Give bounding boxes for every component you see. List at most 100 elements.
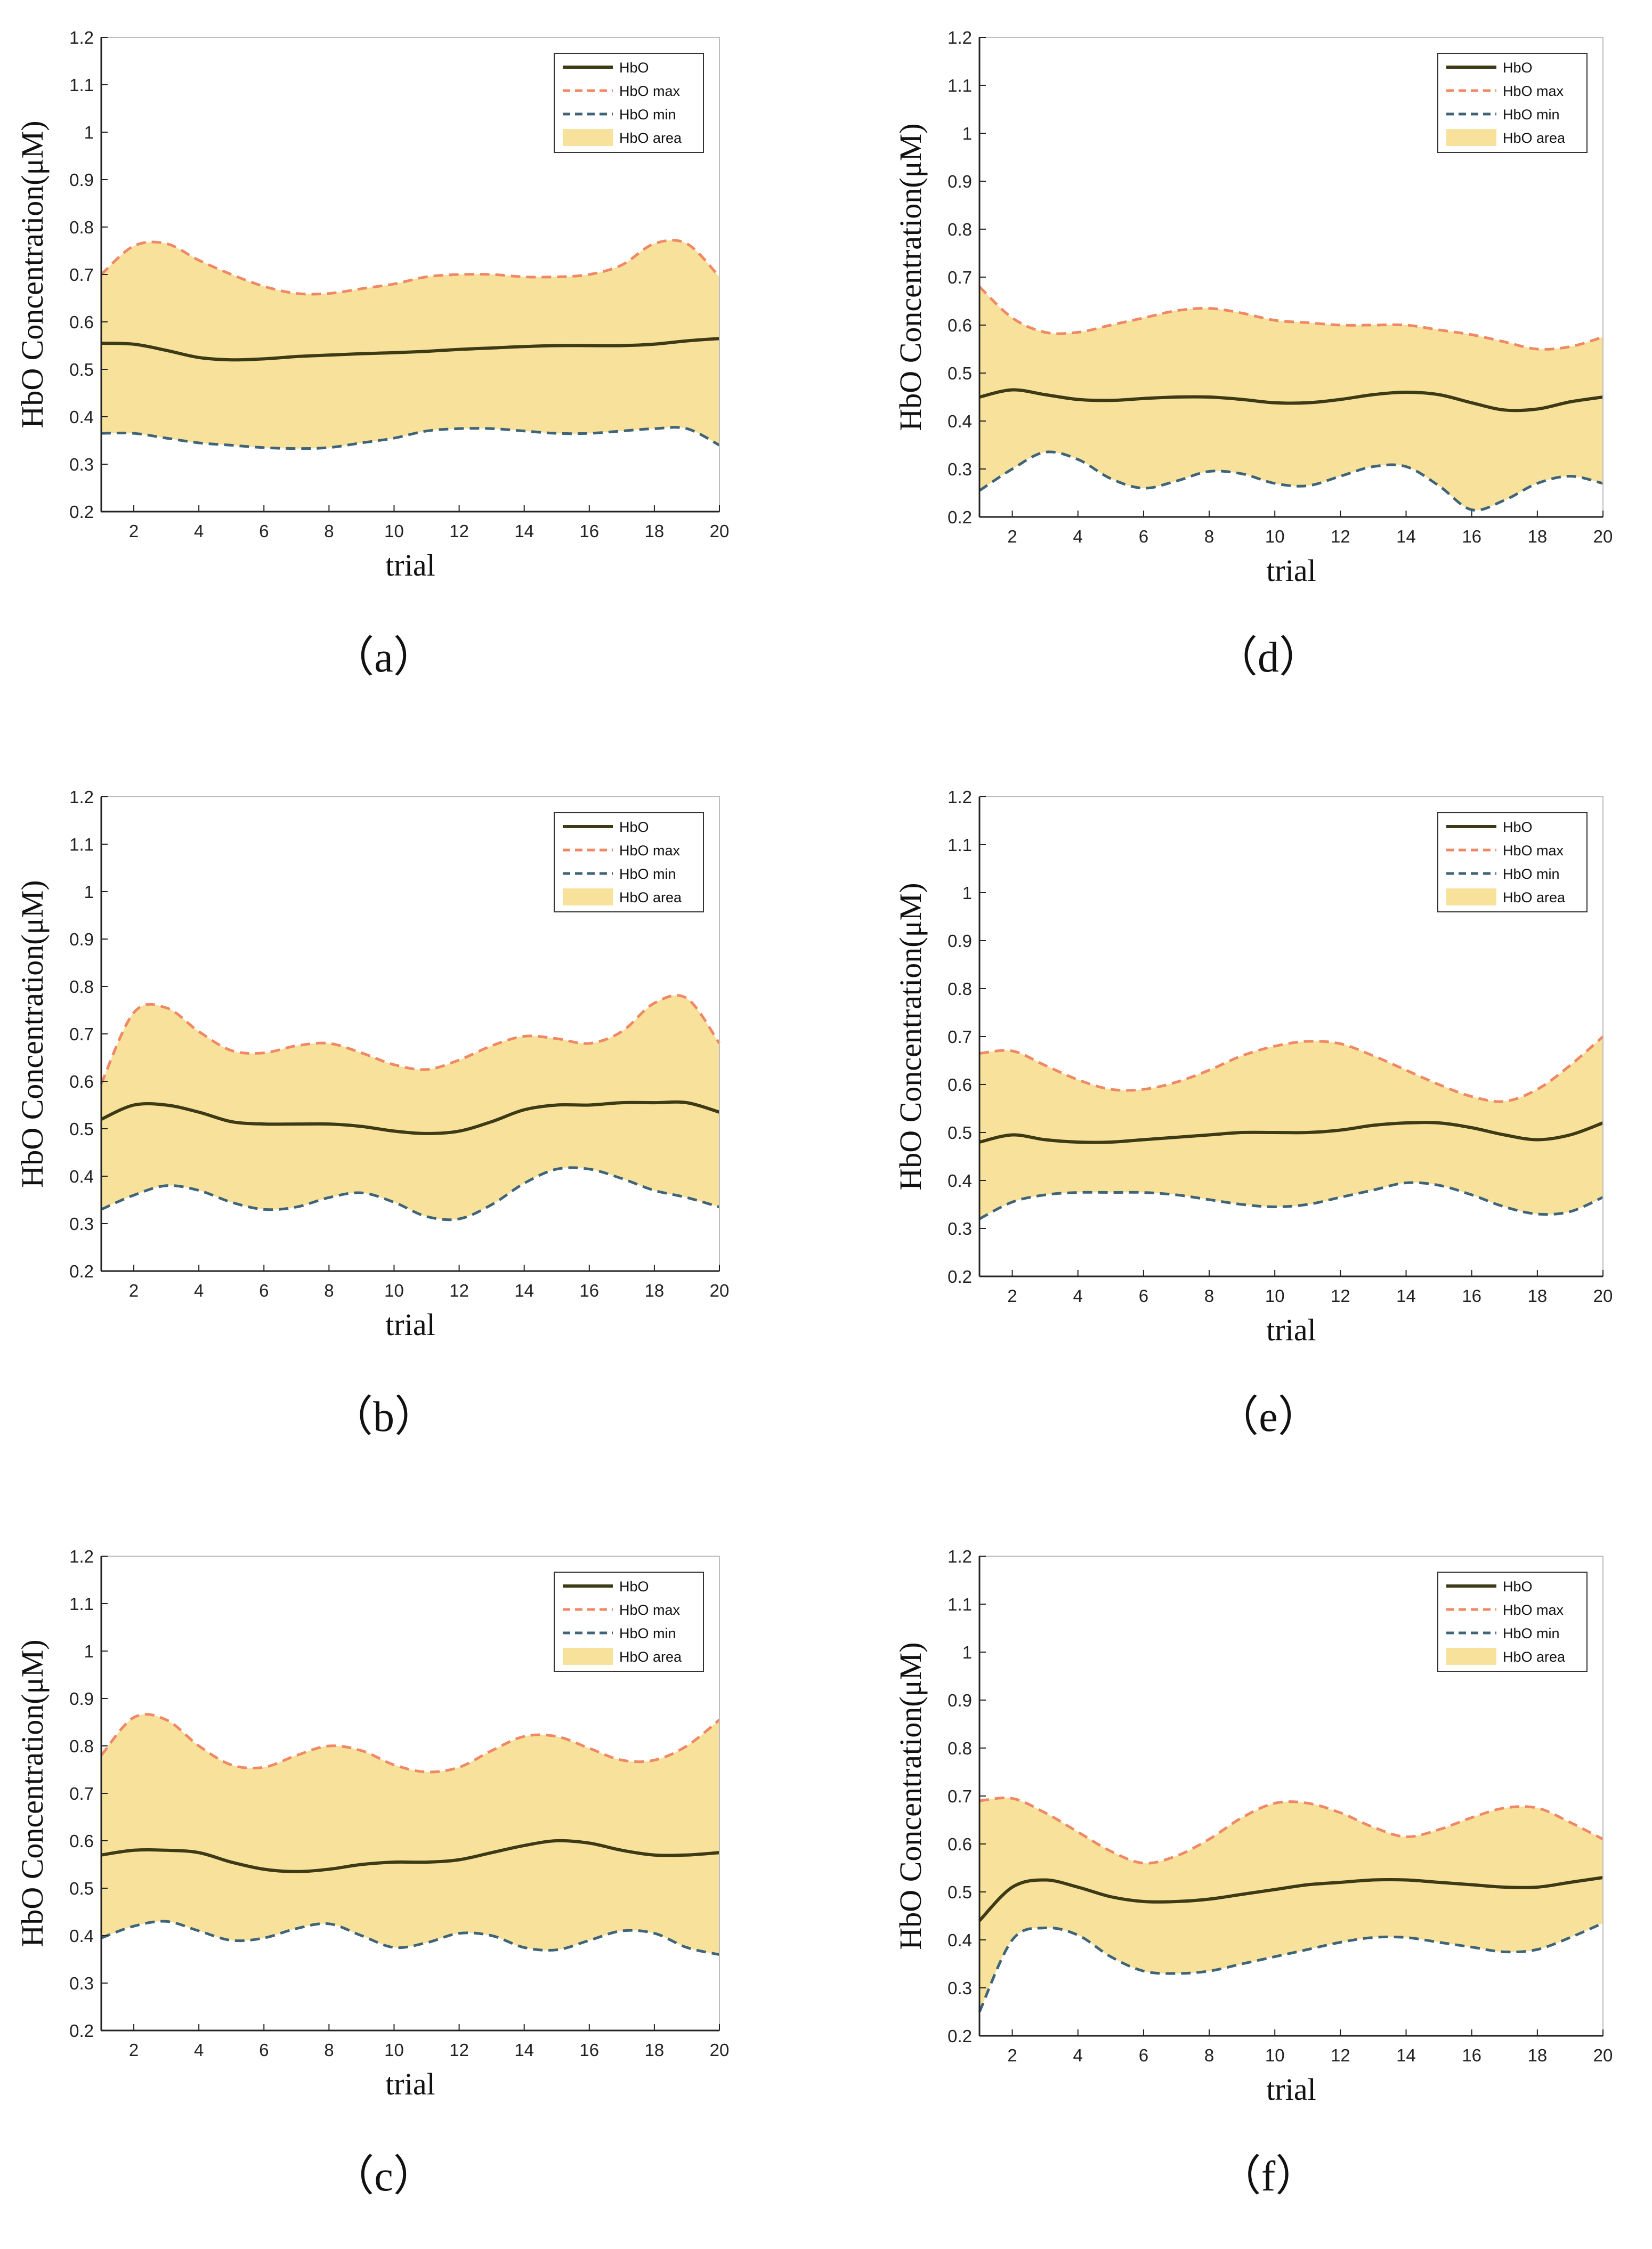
x-tick-label: 14 bbox=[1396, 2045, 1416, 2065]
x-tick-label: 10 bbox=[384, 521, 404, 541]
x-axis-label: trial bbox=[1266, 2072, 1316, 2107]
y-tick-label: 1 bbox=[962, 883, 972, 903]
subfigure-label: （b） bbox=[330, 1394, 437, 1441]
x-tick-label: 20 bbox=[710, 521, 730, 541]
series-line-hbo-max bbox=[978, 286, 1604, 351]
x-tick-label: 10 bbox=[1265, 527, 1285, 546]
y-tick-label: 0.5 bbox=[948, 363, 972, 383]
series-line-hbo-min bbox=[101, 1920, 720, 1956]
y-tick-label: 0.5 bbox=[69, 1879, 94, 1898]
y-tick-label: 0.6 bbox=[69, 1072, 94, 1091]
y-axis-label: HbO Concentration(μM) bbox=[15, 120, 50, 428]
y-axis-label: HbO Concentration(μM) bbox=[15, 880, 50, 1187]
y-tick-label: 0.7 bbox=[69, 265, 94, 285]
y-tick-label: 0.3 bbox=[69, 1973, 94, 1993]
legend-box bbox=[1437, 53, 1588, 153]
hbo-area-band bbox=[979, 1798, 1603, 2012]
x-tick-label: 8 bbox=[1204, 2045, 1214, 2065]
legend-entry: HbO area bbox=[1503, 130, 1566, 146]
series-line-hbo bbox=[101, 337, 720, 362]
series-line-hbo-min bbox=[978, 1922, 1604, 2013]
y-tick-label: 0.4 bbox=[69, 407, 94, 427]
y-tick-label: 1.2 bbox=[948, 787, 972, 807]
x-tick-label: 16 bbox=[1462, 2045, 1481, 2065]
x-tick-label: 16 bbox=[579, 2040, 599, 2060]
x-axis-label: trial bbox=[1266, 553, 1316, 588]
y-tick-label: 0.8 bbox=[948, 1738, 972, 1758]
x-tick-label: 6 bbox=[259, 1281, 269, 1300]
series-line-hbo-max bbox=[100, 994, 721, 1085]
y-tick-label: 1.1 bbox=[69, 835, 94, 854]
x-tick-label: 16 bbox=[1462, 527, 1481, 546]
legend: HbO HbO max HbO min HbO area bbox=[554, 812, 704, 912]
y-tick-label: 0.8 bbox=[948, 979, 972, 999]
x-tick-label: 4 bbox=[194, 521, 204, 541]
x-tick-label: 12 bbox=[1331, 2045, 1350, 2065]
y-tick-label: 0.3 bbox=[69, 1214, 94, 1234]
x-axis-label: trial bbox=[385, 2067, 435, 2101]
series-line-hbo-min bbox=[101, 1166, 720, 1221]
legend: HbO HbO max HbO min HbO area bbox=[1437, 1572, 1588, 1672]
legend-entry: HbO max bbox=[619, 1602, 681, 1618]
series-line-hbo-max bbox=[979, 1797, 1604, 1865]
x-tick-label: 20 bbox=[1593, 1286, 1613, 1306]
x-tick-label: 6 bbox=[1139, 2045, 1148, 2065]
y-tick-label: 1 bbox=[962, 124, 972, 143]
y-tick-label: 0.5 bbox=[69, 360, 94, 379]
x-tick-label: 18 bbox=[645, 2040, 665, 2060]
legend-entry: HbO bbox=[1503, 819, 1533, 835]
y-tick-label: 0.7 bbox=[69, 1024, 94, 1044]
x-tick-label: 14 bbox=[514, 521, 534, 541]
chart-panel: 0.2 0.3 0.4 0.5 0.6 0.7 0.8 0.9 1 1.1 1.2 2 4 6 8 10 12 1… bbox=[15, 787, 729, 1441]
y-tick-label: 0.7 bbox=[948, 1027, 972, 1047]
x-tick-label: 18 bbox=[645, 1281, 665, 1300]
legend: HbO HbO max HbO min HbO area bbox=[554, 1572, 704, 1672]
x-tick-label: 8 bbox=[324, 521, 334, 541]
y-tick-label: 0.7 bbox=[948, 268, 972, 287]
subfigure-label: （d） bbox=[1215, 634, 1322, 681]
x-tick-label: 12 bbox=[449, 1281, 469, 1300]
x-tick-label: 10 bbox=[384, 2040, 404, 2060]
hbo-area-band bbox=[979, 287, 1603, 511]
legend-entry: HbO area bbox=[619, 130, 682, 146]
x-tick-label: 20 bbox=[710, 2040, 730, 2060]
y-axis-label: HbO Concentration(μM) bbox=[15, 1639, 50, 1947]
x-tick-label: 2 bbox=[129, 2040, 139, 2060]
legend-entry: HbO min bbox=[619, 866, 676, 882]
x-tick-label: 4 bbox=[194, 1281, 204, 1300]
legend-swatch bbox=[563, 1648, 613, 1665]
y-tick-label: 0.6 bbox=[948, 1075, 972, 1095]
x-tick-label: 10 bbox=[384, 1281, 404, 1300]
y-tick-label: 0.3 bbox=[948, 1978, 972, 1998]
legend-entry: HbO min bbox=[1503, 1625, 1560, 1641]
hbo-area-band bbox=[101, 240, 719, 449]
subfigure-label: （f） bbox=[1219, 2153, 1318, 2200]
y-tick-label: 0.4 bbox=[69, 1167, 94, 1186]
legend-entry: HbO max bbox=[619, 843, 681, 859]
x-tick-label: 18 bbox=[1527, 527, 1547, 546]
y-tick-label: 1 bbox=[84, 1641, 94, 1661]
y-tick-label: 0.7 bbox=[948, 1786, 972, 1806]
series-line-hbo-max bbox=[100, 1713, 720, 1774]
y-tick-label: 0.6 bbox=[948, 1834, 972, 1854]
x-tick-label: 8 bbox=[1204, 1286, 1214, 1306]
series-line-hbo-max bbox=[100, 239, 720, 296]
legend-entry: HbO bbox=[1503, 1579, 1533, 1595]
x-tick-label: 14 bbox=[1396, 527, 1416, 546]
series-line-hbo-max bbox=[979, 1035, 1604, 1103]
series-line-hbo bbox=[979, 1121, 1604, 1144]
y-tick-label: 0.5 bbox=[69, 1119, 94, 1139]
y-tick-label: 0.4 bbox=[948, 411, 972, 431]
x-axis-label: trial bbox=[385, 1307, 435, 1342]
legend-entry: HbO bbox=[619, 60, 649, 76]
x-tick-label: 12 bbox=[449, 521, 469, 541]
y-tick-label: 0.9 bbox=[69, 1689, 94, 1709]
y-tick-label: 0.8 bbox=[948, 220, 972, 239]
y-tick-label: 0.2 bbox=[69, 502, 94, 522]
y-axis-label: HbO Concentration(μM) bbox=[893, 1642, 928, 1949]
x-tick-label: 4 bbox=[1073, 2045, 1083, 2065]
y-tick-label: 1.1 bbox=[948, 835, 972, 855]
legend-swatch bbox=[1446, 129, 1496, 146]
y-tick-label: 0.2 bbox=[948, 1267, 972, 1287]
